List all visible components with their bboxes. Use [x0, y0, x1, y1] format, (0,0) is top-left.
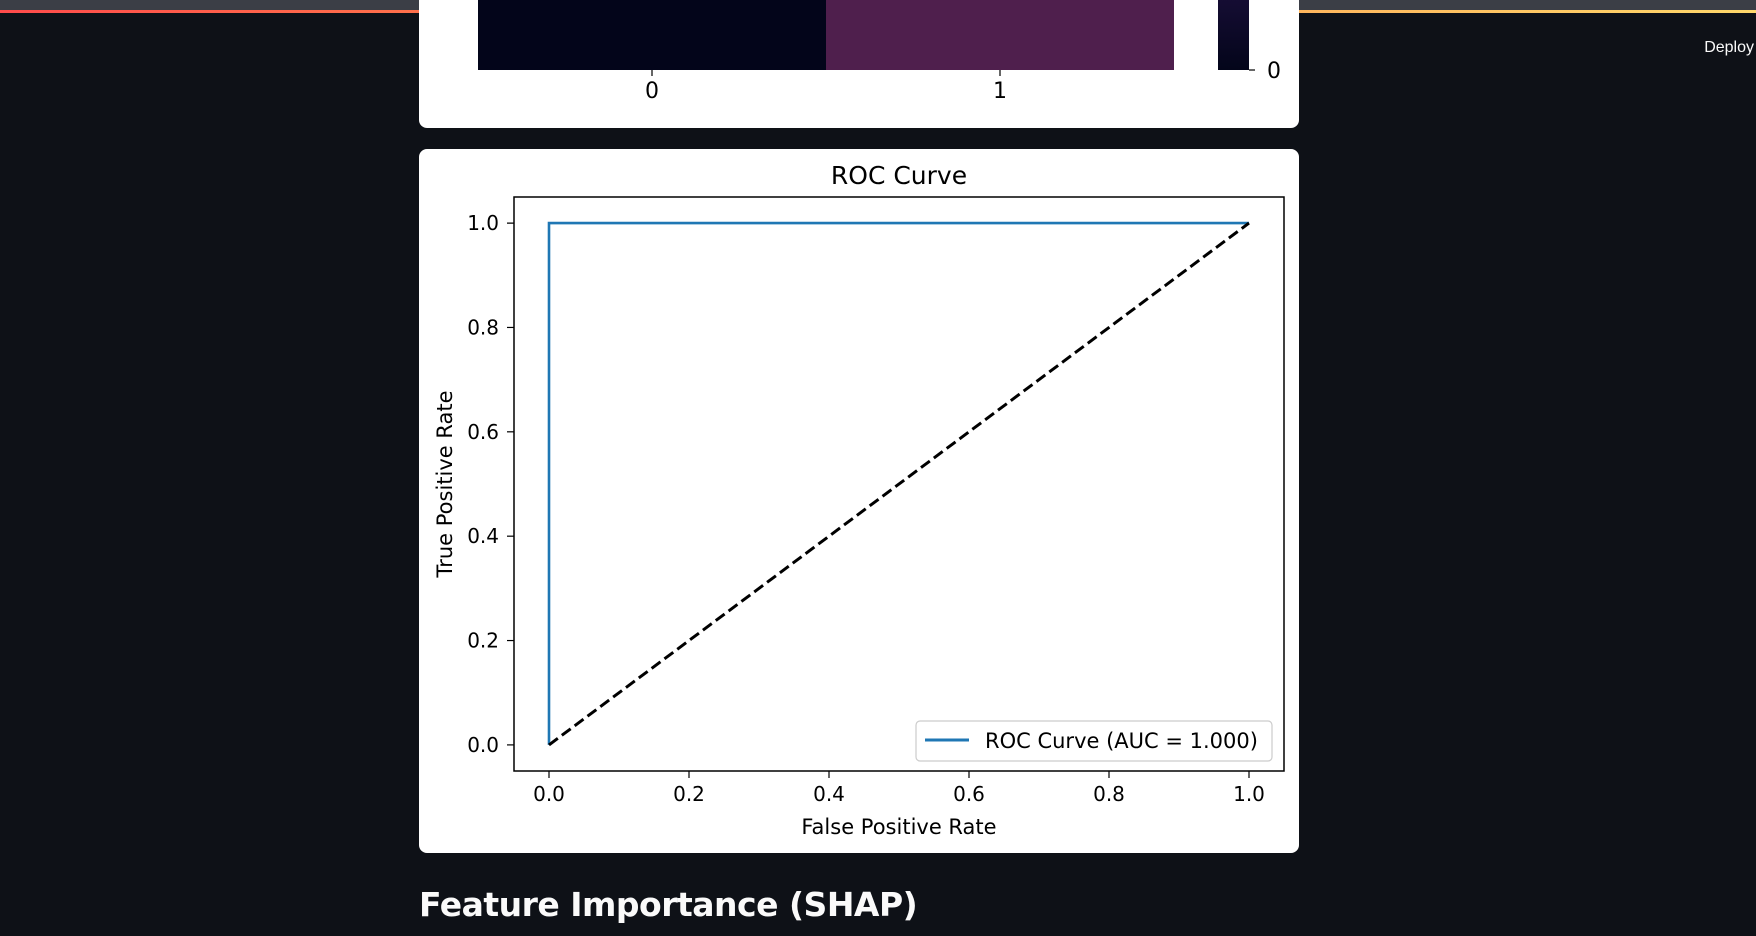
deploy-button[interactable]: Deploy — [1696, 36, 1756, 60]
y-tick-label: 0.8 — [467, 315, 499, 339]
x-tick-label: 0.4 — [813, 782, 845, 806]
colorbar — [1218, 0, 1249, 70]
x-axis-label: False Positive Rate — [801, 815, 996, 839]
y-tick-label: 0.4 — [467, 524, 499, 548]
heatmap-cell — [826, 0, 1174, 70]
legend: ROC Curve (AUC = 1.000) — [915, 720, 1273, 762]
y-tick-label: 0.2 — [467, 629, 499, 653]
x-tick-label: 0.6 — [953, 782, 985, 806]
confusion-matrix-card: 0 1 0 — [419, 0, 1299, 128]
legend-box — [915, 720, 1273, 762]
legend-label: ROC Curve (AUC = 1.000) — [985, 729, 1258, 753]
y-tick-label: 1.0 — [467, 211, 499, 235]
chart-title: ROC Curve — [831, 161, 967, 190]
x-tick-label: 1.0 — [1233, 782, 1265, 806]
section-heading: Feature Importance (SHAP) — [419, 885, 918, 924]
roc-curve-line — [547, 221, 1249, 745]
series-layer — [547, 221, 1250, 747]
x-tick-label: 0.0 — [533, 782, 565, 806]
x-tick-label: 0.2 — [673, 782, 705, 806]
chance-diagonal-line — [548, 221, 1250, 747]
x-tick-label: 1 — [993, 79, 1007, 104]
colorbar-tick-label: 0 — [1267, 59, 1281, 84]
confusion-matrix-plot: 0 1 0 — [478, 0, 1281, 104]
roc-curve-plot: ROC Curve 0.00.20.40.60.81.0 0.0 0.2 0.4 0.… — [433, 161, 1285, 839]
x-tick-label: 0 — [645, 79, 659, 104]
x-tick-label: 0.8 — [1093, 782, 1125, 806]
y-axis: 0.0 0.2 0.4 0.6 0.8 1.0 — [467, 211, 514, 757]
y-tick-label: 0.0 — [467, 733, 499, 757]
heatmap-cell — [478, 0, 826, 70]
y-tick-label: 0.6 — [467, 420, 499, 444]
y-axis-label: True Positive Rate — [433, 390, 457, 578]
x-axis: 0.0 0.2 0.4 0.6 0.8 1.0 — [533, 771, 1265, 806]
roc-curve-card: ROC Curve 0.0 0.2 0.4 0.6 0.8 1.0 0.0 0.2 0.4 0.… — [419, 149, 1299, 853]
